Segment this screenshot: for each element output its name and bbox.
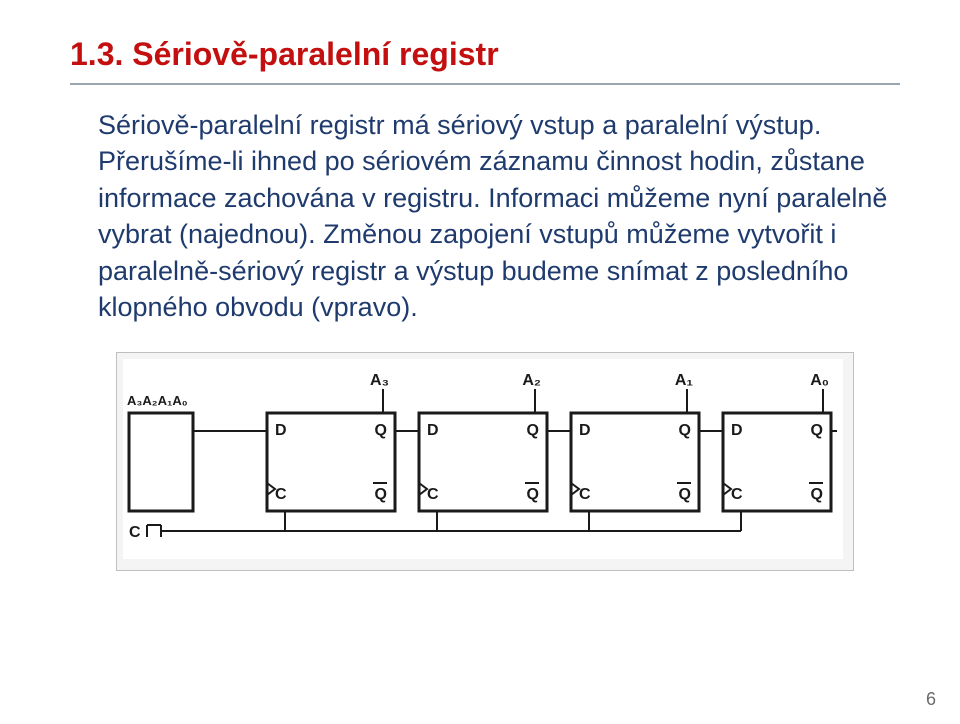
svg-text:C: C (129, 524, 141, 541)
diagram-container: A₃A₂A₁A₀A₃A₂A₁A₀CDQCQDQCQDQCQDQCQ (70, 352, 900, 571)
svg-text:C: C (731, 486, 743, 503)
svg-text:A₃: A₃ (370, 372, 389, 389)
svg-text:C: C (427, 486, 439, 503)
svg-text:A₁: A₁ (675, 372, 694, 389)
svg-text:Q: Q (811, 486, 823, 503)
svg-text:A₂: A₂ (522, 372, 541, 389)
svg-text:C: C (579, 486, 591, 503)
slide-title: 1.3. Sériově-paralelní registr (70, 36, 900, 73)
svg-text:D: D (275, 422, 287, 439)
body-paragraph: Sériově-paralelní registr má sériový vst… (98, 107, 890, 326)
svg-text:A₃A₂A₁A₀: A₃A₂A₁A₀ (127, 393, 188, 408)
svg-text:Q: Q (527, 422, 539, 439)
register-diagram-svg: A₃A₂A₁A₀A₃A₂A₁A₀CDQCQDQCQDQCQDQCQ (123, 359, 843, 559)
title-underline (70, 83, 900, 85)
svg-text:D: D (731, 422, 743, 439)
slide-page: 1.3. Sériově-paralelní registr Sériově-p… (0, 0, 960, 724)
page-number: 6 (926, 689, 936, 710)
svg-text:D: D (579, 422, 591, 439)
svg-text:Q: Q (811, 422, 823, 439)
svg-text:Q: Q (375, 486, 387, 503)
svg-text:Q: Q (679, 422, 691, 439)
svg-text:Q: Q (679, 486, 691, 503)
svg-text:C: C (275, 486, 287, 503)
svg-text:Q: Q (527, 486, 539, 503)
svg-text:A₀: A₀ (810, 372, 829, 389)
svg-text:D: D (427, 422, 439, 439)
register-diagram-frame: A₃A₂A₁A₀A₃A₂A₁A₀CDQCQDQCQDQCQDQCQ (116, 352, 854, 571)
svg-text:Q: Q (375, 422, 387, 439)
